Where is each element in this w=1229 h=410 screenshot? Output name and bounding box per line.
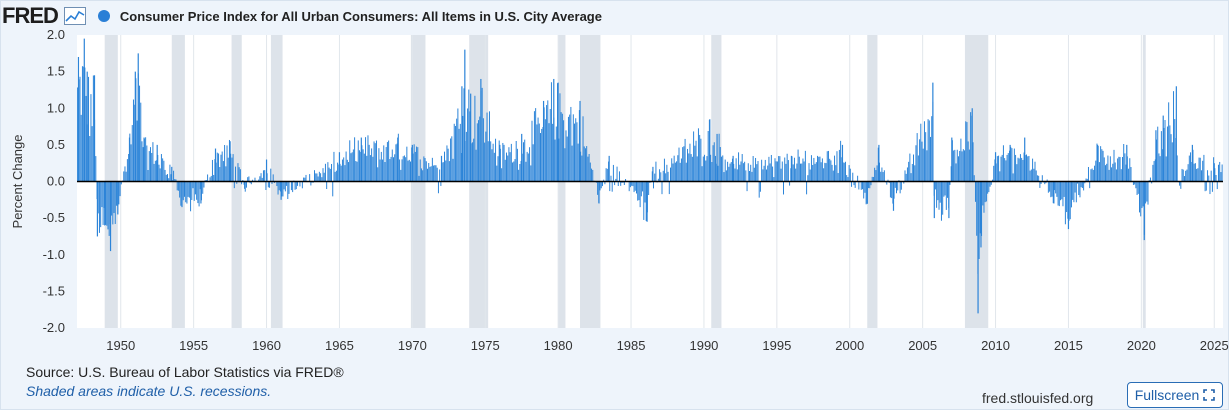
y-tick-label: -1.5 — [43, 283, 65, 298]
x-tick-label: 1950 — [106, 338, 135, 353]
x-tick-label: 1985 — [617, 338, 646, 353]
source-note: Source: U.S. Bureau of Labor Statistics … — [26, 364, 344, 380]
x-tick-label: 1975 — [471, 338, 500, 353]
x-tick-label: 2005 — [908, 338, 937, 353]
legend-series-marker — [97, 10, 110, 22]
x-tick-label: 1990 — [689, 338, 718, 353]
fred-logo[interactable]: FRED — [2, 3, 59, 28]
fullscreen-icon — [1203, 389, 1216, 401]
chart-header: FRED Consumer Price Index for All Urban … — [0, 2, 602, 30]
x-tick-label: 2000 — [835, 338, 864, 353]
cpi-percent-change-chart: 1950 1955 1960 1965 1970 1975 1980 1985 1990 1995… — [10, 27, 1229, 353]
x-tick-label: 2015 — [1054, 338, 1083, 353]
recession-note: Shaded areas indicate U.S. recessions. — [26, 383, 272, 399]
y-tick-label: 0.5 — [47, 137, 65, 152]
y-tick-label: 0.0 — [47, 174, 65, 189]
x-tick-label: 1955 — [179, 338, 208, 353]
y-tick-label: -1.0 — [43, 247, 65, 262]
x-tick-label: 1980 — [544, 338, 573, 353]
fullscreen-label: Fullscreen — [1134, 387, 1200, 403]
x-tick-label: 2010 — [981, 338, 1010, 353]
series-title: Consumer Price Index for All Urban Consu… — [119, 8, 602, 24]
x-tick-label: 1995 — [762, 338, 791, 353]
y-tick-label: -2.0 — [43, 320, 65, 335]
fullscreen-button[interactable]: Fullscreen — [1127, 382, 1223, 408]
y-tick-label: 1.0 — [47, 100, 65, 115]
x-tick-label: 1960 — [252, 338, 281, 353]
x-tick-label: 2025 — [1200, 338, 1229, 353]
x-tick-label: 1970 — [398, 338, 427, 353]
y-tick-label: 2.0 — [47, 27, 65, 42]
y-axis-label: Percent Change — [10, 135, 25, 229]
y-tick-label: 1.5 — [47, 64, 65, 79]
line-graph-icon[interactable] — [63, 7, 86, 25]
x-tick-label: 1965 — [325, 338, 354, 353]
x-tick-label: 2020 — [1127, 338, 1156, 353]
y-tick-label: -0.5 — [43, 210, 65, 225]
site-url[interactable]: fred.stlouisfed.org — [982, 390, 1094, 406]
